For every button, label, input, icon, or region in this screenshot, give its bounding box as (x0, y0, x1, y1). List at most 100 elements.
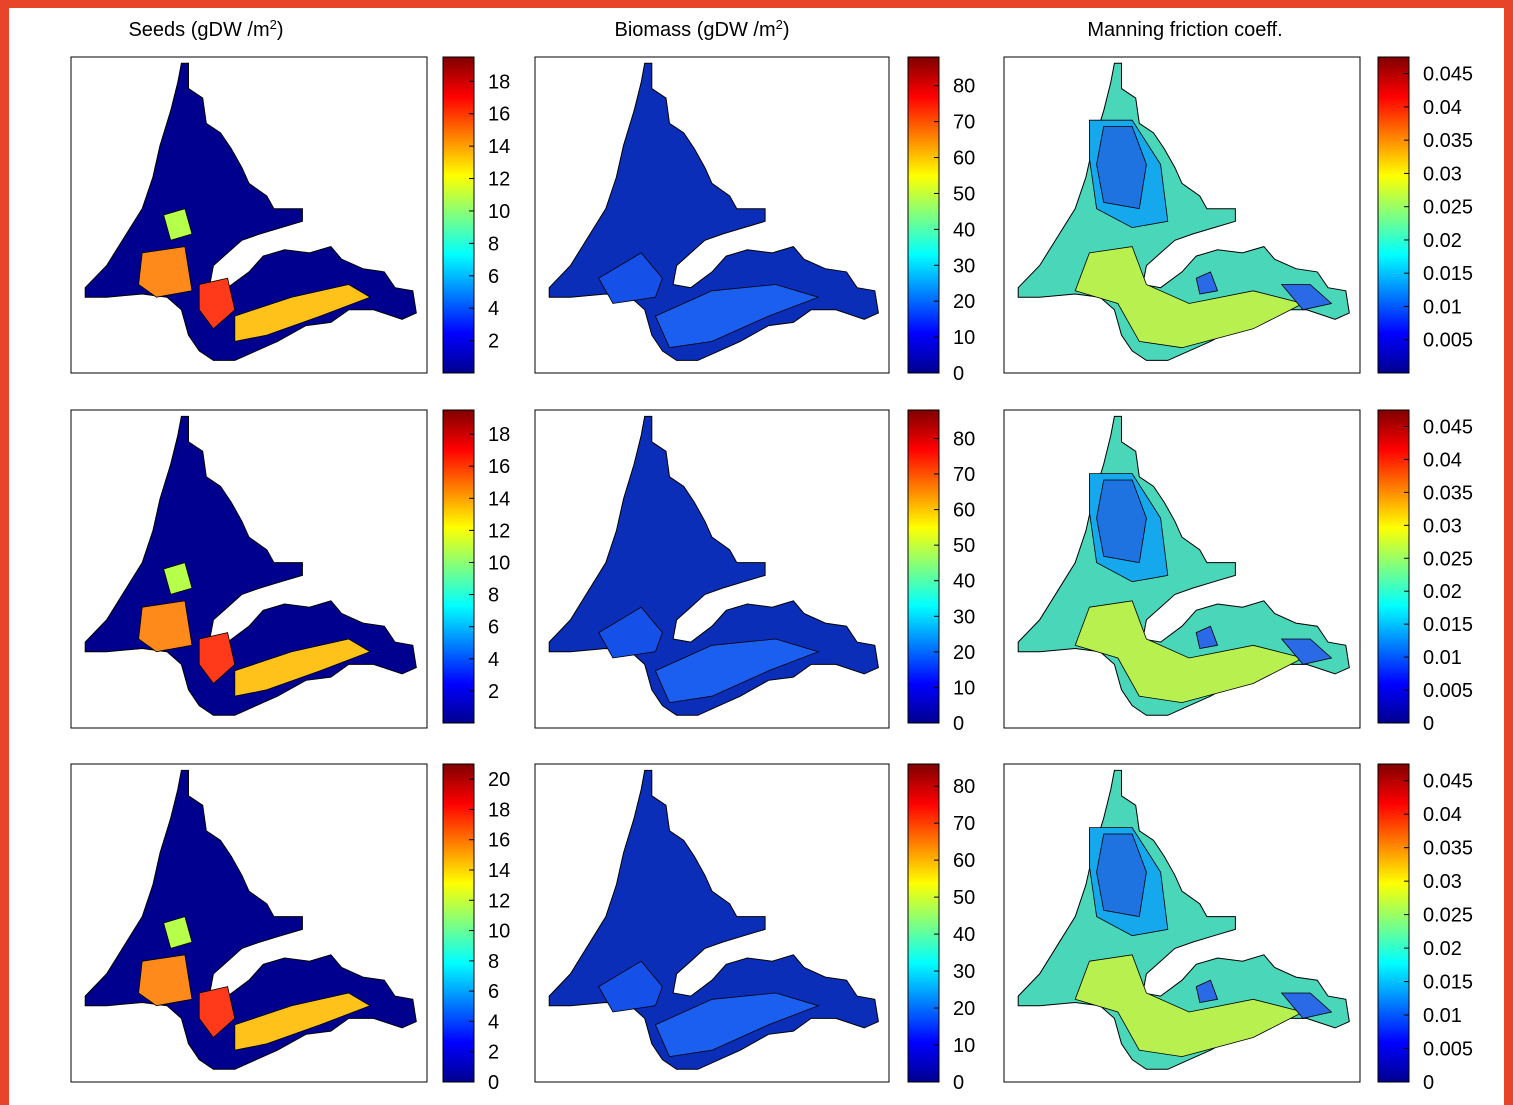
colorbar-tick-label: 50 (953, 183, 975, 205)
contour-region (1195, 271, 1219, 295)
colorbar-tick-label: 30 (953, 255, 975, 277)
colorbar-tick-label: 40 (953, 571, 975, 593)
colorbar-tick-label: 2 (488, 1042, 499, 1064)
panel-r2-c1: 2 4 6 8 10 12 14 16 18 (70, 409, 510, 729)
contour-region (198, 277, 236, 330)
colorbar-tick-label: 0 (488, 1072, 499, 1094)
colorbar-tick-label: 12 (488, 890, 510, 912)
colorbar-tick-label: 70 (953, 464, 975, 486)
colorbar-tick-label: 0.015 (1423, 972, 1473, 994)
colorbar-tick-label: 60 (953, 148, 975, 170)
contour-region (1074, 954, 1305, 1058)
contour-region (234, 284, 371, 342)
colorbar-tick-label: 18 (488, 424, 510, 446)
colorbar-tick-label: 10 (953, 677, 975, 699)
contour-region (654, 638, 820, 704)
column-title-2: Biomass (gDW /m2) (614, 17, 789, 41)
colorbar-tick-label: 0.02 (1423, 581, 1462, 603)
contour-region (598, 252, 663, 304)
figure-stage: Seeds (gDW /m2) Biomass (gDW /m2) Manning … (9, 8, 1504, 1105)
column-title-3: Manning friction coeff. (1087, 19, 1282, 41)
contour-region (598, 606, 663, 659)
column-titles: Seeds (gDW /m2) Biomass (gDW /m2) Manning … (128, 17, 1282, 41)
panel-r2-c3: 0 0.005 0.01 0.015 0.02 0.025 0.03 0.035 0.04 0.0… (1003, 409, 1473, 735)
colorbar-tick-label: 60 (953, 850, 975, 872)
contour-region (1096, 126, 1147, 210)
colorbar-tick-label: 70 (953, 112, 975, 134)
contour-region (1195, 979, 1219, 1003)
colorbar-tick-label: 6 (488, 617, 499, 639)
panel-r1-c1: 2 4 6 8 10 12 14 16 18 (70, 56, 510, 374)
colorbar-tick-label: 0.005 (1423, 680, 1473, 702)
colorbar-tick-label: 12 (488, 520, 510, 542)
colorbar (1377, 763, 1410, 1083)
contour-region (1280, 638, 1333, 665)
colorbar (907, 56, 940, 374)
contour-region (234, 638, 371, 697)
contour-region (1280, 992, 1333, 1019)
contour-region (163, 208, 193, 241)
colorbar-tick-label: 10 (953, 327, 975, 349)
colorbar-tick-label: 0.03 (1423, 515, 1462, 537)
colorbar-tick-label: 40 (953, 924, 975, 946)
colorbar (907, 763, 940, 1083)
colorbar-tick-label: 40 (953, 219, 975, 241)
colorbar-tick-label: 0.045 (1423, 416, 1473, 438)
colorbar (907, 409, 940, 724)
colorbar-tick-label: 0.01 (1423, 296, 1462, 318)
colorbar-tick-label: 12 (488, 169, 510, 191)
colorbar-tick-label: 0.02 (1423, 938, 1462, 960)
colorbar-tick-label: 10 (953, 1035, 975, 1057)
colorbar-tick-label: 50 (953, 535, 975, 557)
colorbar-tick-label: 0.035 (1423, 482, 1473, 504)
colorbar-tick-label: 14 (488, 488, 510, 510)
panel-r1-c3: 0.005 0.01 0.015 0.02 0.025 0.03 0.035 0.04 0.04… (1003, 56, 1473, 374)
colorbar-tick-label: 0 (1423, 1072, 1434, 1094)
colorbar-tick-label: 0.04 (1423, 449, 1462, 471)
colorbar-tick-label: 0.005 (1423, 330, 1473, 352)
colorbar (442, 409, 475, 724)
colorbar-tick-label: 30 (953, 606, 975, 628)
colorbar-tick-label: 10 (488, 552, 510, 574)
contour-region (1074, 600, 1305, 704)
colorbar-tick-label: 0.025 (1423, 905, 1473, 927)
colorbar-tick-label: 0.03 (1423, 163, 1462, 185)
contour-region (654, 992, 820, 1058)
colorbar-tick-label: 18 (488, 799, 510, 821)
figure-svg: Seeds (gDW /m2) Biomass (gDW /m2) Manning … (70, 17, 1473, 1094)
colorbar-tick-label: 20 (953, 642, 975, 664)
contour-region (198, 632, 236, 685)
colorbar-tick-label: 16 (488, 104, 510, 126)
contour-region (1280, 284, 1333, 311)
colorbar-tick-label: 0.03 (1423, 871, 1462, 893)
colorbar-tick-label: 0 (953, 1072, 964, 1094)
colorbar-tick-label: 0.01 (1423, 647, 1462, 669)
colorbar-tick-label: 70 (953, 813, 975, 835)
colorbar-tick-label: 0.035 (1423, 130, 1473, 152)
colorbar-tick-label: 8 (488, 233, 499, 255)
contour-region (234, 992, 371, 1051)
colorbar-tick-label: 0.01 (1423, 1005, 1462, 1027)
panel-r2-c2: 0 10 20 30 40 50 60 70 80 (534, 409, 975, 735)
colorbar-tick-label: 18 (488, 71, 510, 93)
colorbar-tick-label: 80 (953, 76, 975, 98)
colorbar-tick-label: 0.02 (1423, 230, 1462, 252)
colorbar-tick-label: 4 (488, 1011, 499, 1033)
colorbar-tick-label: 0.015 (1423, 263, 1473, 285)
colorbar-tick-label: 10 (488, 201, 510, 223)
colorbar-tick-label: 6 (488, 981, 499, 1003)
colorbar-tick-label: 16 (488, 456, 510, 478)
colorbar-tick-label: 6 (488, 266, 499, 288)
colorbar-tick-label: 80 (953, 776, 975, 798)
colorbar-tick-label: 4 (488, 298, 499, 320)
colorbar-tick-label: 0 (953, 363, 964, 385)
colorbar-tick-label: 0 (953, 713, 964, 735)
colorbar-tick-label: 0.04 (1423, 97, 1462, 119)
colorbar-tick-label: 20 (953, 291, 975, 313)
colorbar-tick-label: 20 (488, 769, 510, 791)
colorbar-tick-label: 0.025 (1423, 197, 1473, 219)
colorbar-tick-label: 0.045 (1423, 64, 1473, 86)
colorbar-tick-label: 16 (488, 830, 510, 852)
panels: 24681012141618010203040506070800.0050.01… (70, 56, 1473, 1094)
panel-r3-c2: 0 10 20 30 40 50 60 70 80 (534, 763, 975, 1094)
